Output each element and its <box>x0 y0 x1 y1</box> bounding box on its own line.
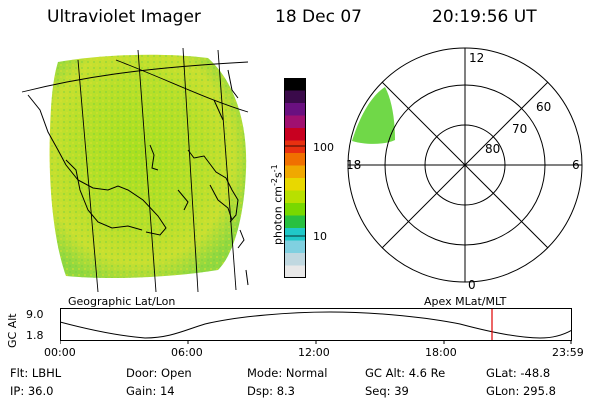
altitude-y-bottom: 1.8 <box>26 329 44 342</box>
colorbar-cell <box>284 115 306 129</box>
geographic-map <box>21 47 249 292</box>
info-dsp: Dsp: 8.3 <box>247 384 295 398</box>
colorbar-tick-100: 100 <box>313 141 334 154</box>
colorbar <box>284 78 306 278</box>
colorbar-cell <box>284 178 306 191</box>
x-tick-0600: 06:00 <box>171 346 203 359</box>
info-ip: IP: 36.0 <box>10 384 54 398</box>
mlt-label-6: 6 <box>572 158 580 172</box>
colorbar-cell <box>284 140 306 154</box>
colorbar-cell <box>284 190 306 204</box>
polar-uv-region <box>352 87 395 144</box>
altitude-curve <box>60 311 572 339</box>
coastlines <box>27 69 249 286</box>
time-label: 20:19:56 UT <box>432 7 537 27</box>
colorbar-cell <box>284 240 306 254</box>
colorbar-cell <box>284 128 306 141</box>
map-caption: Geographic Lat/Lon <box>68 295 176 308</box>
mlt-label-12: 12 <box>469 51 484 65</box>
date-label: 18 Dec 07 <box>275 7 362 27</box>
info-gc-alt: GC Alt: 4.6 Re <box>365 366 446 380</box>
altitude-axis-label: GC Alt <box>6 313 19 348</box>
colorbar-cell <box>284 253 306 266</box>
x-tick-0000: 00:00 <box>44 346 76 359</box>
mlat-label-70: 70 <box>512 122 527 136</box>
colorbar-cell <box>284 165 306 179</box>
colorbar-cell <box>284 203 306 216</box>
info-seq: Seq: 39 <box>365 384 409 398</box>
colorbar-unit-label: photon cm-2s-1 <box>270 164 285 245</box>
info-flt: Flt: LBHL <box>10 366 62 380</box>
colorbar-cell <box>284 215 306 229</box>
colorbar-cell <box>284 103 306 116</box>
x-tick-1800: 18:00 <box>425 346 457 359</box>
mlt-label-0: 0 <box>468 278 476 290</box>
polar-caption: Apex MLat/MLT <box>424 295 507 308</box>
polar-plot: 12 18 6 0 60 70 80 <box>346 47 583 290</box>
colorbar-cell <box>284 90 306 104</box>
altitude-plot <box>60 308 572 344</box>
colorbar-cell <box>284 228 306 241</box>
mlt-label-18: 18 <box>346 158 361 172</box>
mlat-label-80: 80 <box>485 142 500 156</box>
colorbar-tick-10: 10 <box>313 230 327 243</box>
colorbar-cell <box>284 153 306 166</box>
colorbar-cell <box>284 78 306 91</box>
info-glat: GLat: -48.8 <box>486 366 551 380</box>
x-tick-1200: 12:00 <box>298 346 330 359</box>
info-door: Door: Open <box>126 366 192 380</box>
info-gain: Gain: 14 <box>126 384 175 398</box>
mlat-label-60: 60 <box>536 100 551 114</box>
x-tick-2359: 23:59 <box>552 346 584 359</box>
info-mode: Mode: Normal <box>247 366 328 380</box>
instrument-title: Ultraviolet Imager <box>47 7 201 27</box>
colorbar-cell <box>284 265 306 278</box>
graticule <box>21 47 249 292</box>
altitude-y-top: 9.0 <box>26 308 44 321</box>
info-glon: GLon: 295.8 <box>486 384 556 398</box>
